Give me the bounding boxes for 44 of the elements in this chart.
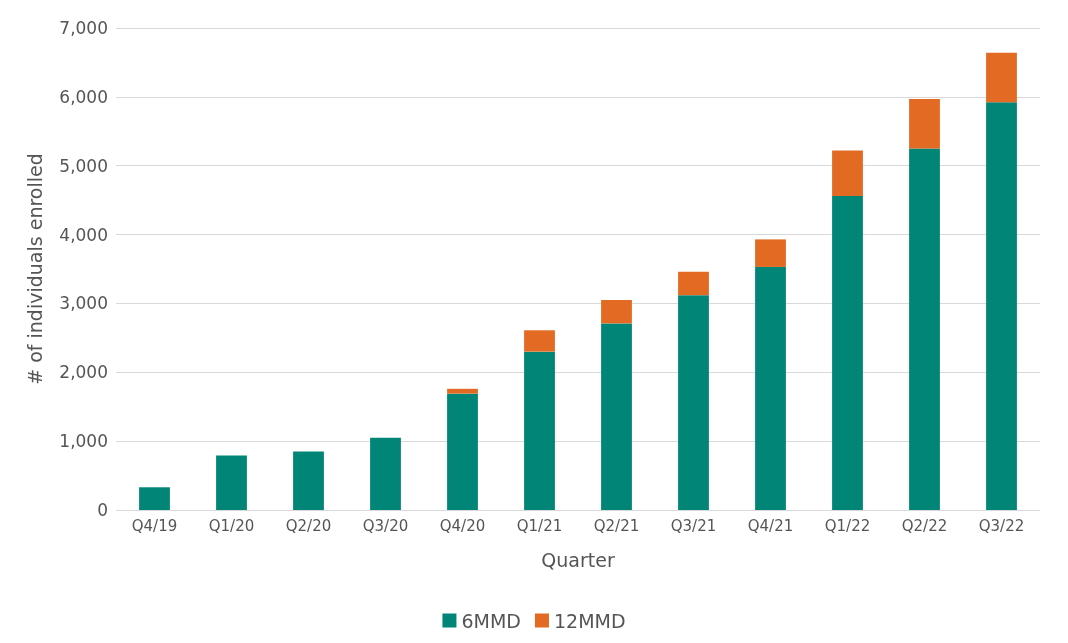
bar [293,451,324,510]
bar [986,102,1017,510]
bar [216,455,247,510]
y-tick-label: 2,000 [59,362,108,383]
y-tick-label: 0 [97,500,108,520]
bar [524,330,555,352]
x-tick-label: Q1/22 [824,516,871,535]
x-tick-label: Q3/22 [978,516,1025,535]
bar [755,239,786,267]
legend-label: 6MMD [461,609,521,632]
bar [909,148,940,510]
bar [447,393,478,510]
y-tick-label: 4,000 [59,224,108,245]
bar [832,150,863,197]
y-tick-label: 7,000 [59,18,108,38]
x-tick-label: Q4/20 [439,516,486,535]
bar [370,437,401,510]
bar [986,52,1017,103]
bar [755,266,786,510]
x-tick-label: Q4/21 [747,516,794,535]
y-axis-title: # of individuals enrolled [23,153,46,385]
x-tick-label: Q2/21 [593,516,640,535]
y-tick-label: 5,000 [59,155,108,176]
x-tick-label: Q3/21 [670,516,717,535]
x-tick-label: Q1/21 [516,516,563,535]
bar [601,323,632,510]
bar [524,351,555,510]
bar [447,388,478,394]
bar [601,299,632,324]
x-tick-label: Q2/20 [285,516,332,535]
y-tick-label: 3,000 [59,293,108,314]
x-tick-label: Q1/20 [208,516,255,535]
x-tick-label: Q3/20 [362,516,409,535]
bar [832,196,863,510]
y-tick-label: 1,000 [59,431,108,452]
bar [139,487,170,510]
bar [909,98,940,149]
bar [678,271,709,296]
bar [678,295,709,510]
legend-label: 12MMD [553,609,626,632]
x-tick-label: Q2/22 [901,516,948,535]
y-tick-label: 6,000 [59,86,108,107]
x-axis-title: Quarter [541,548,615,571]
x-tick-label: Q4/19 [131,516,178,535]
